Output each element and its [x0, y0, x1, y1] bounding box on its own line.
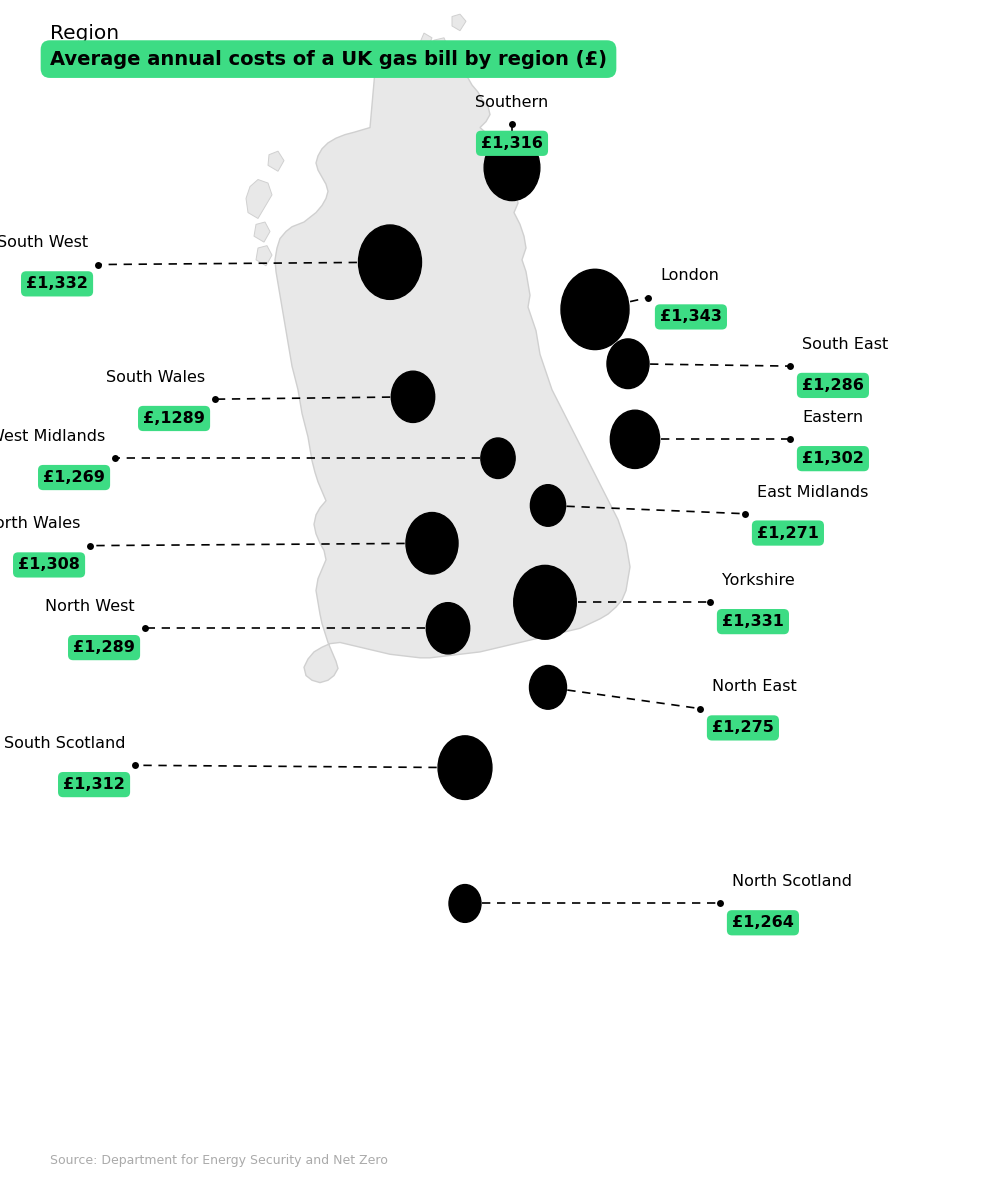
Circle shape: [610, 410, 660, 469]
Text: Yorkshire: Yorkshire: [722, 573, 795, 588]
Text: £,1289: £,1289: [143, 411, 205, 426]
Text: Average annual costs of a UK gas bill by region (£): Average annual costs of a UK gas bill by…: [50, 50, 607, 68]
Text: £1,316: £1,316: [481, 136, 543, 151]
Text: Region: Region: [50, 24, 119, 43]
Text: North Scotland: North Scotland: [732, 874, 852, 889]
Circle shape: [530, 484, 566, 527]
Polygon shape: [452, 14, 466, 31]
Circle shape: [607, 339, 649, 389]
Circle shape: [514, 566, 576, 639]
Polygon shape: [256, 246, 272, 266]
Text: Eastern: Eastern: [802, 410, 863, 425]
Text: £1,264: £1,264: [732, 915, 794, 931]
Text: North East: North East: [712, 679, 797, 694]
Text: South East: South East: [802, 337, 888, 352]
Circle shape: [484, 135, 540, 201]
Text: £1,302: £1,302: [802, 451, 864, 466]
Polygon shape: [420, 33, 432, 47]
Circle shape: [449, 885, 481, 922]
Circle shape: [438, 736, 492, 800]
Text: £1,271: £1,271: [757, 526, 819, 541]
Text: £1,275: £1,275: [712, 720, 774, 736]
Text: £1,269: £1,269: [43, 470, 105, 485]
Circle shape: [426, 602, 470, 654]
Text: £1,286: £1,286: [802, 378, 864, 393]
Text: £1,289: £1,289: [73, 640, 135, 655]
Polygon shape: [254, 222, 270, 242]
Text: Merseyside & North Wales: Merseyside & North Wales: [0, 516, 80, 531]
Circle shape: [481, 438, 515, 478]
Text: North West: North West: [45, 599, 135, 614]
Text: Southern: Southern: [475, 94, 549, 110]
Polygon shape: [430, 38, 448, 54]
Text: £1,308: £1,308: [18, 557, 80, 573]
Polygon shape: [275, 59, 630, 683]
Circle shape: [561, 269, 629, 350]
Text: South Scotland: South Scotland: [4, 736, 125, 751]
Polygon shape: [246, 180, 272, 218]
Circle shape: [391, 371, 435, 423]
Polygon shape: [268, 151, 284, 171]
Text: Source: Department for Energy Security and Net Zero: Source: Department for Energy Security a…: [50, 1154, 388, 1167]
Text: West Midlands: West Midlands: [0, 429, 105, 444]
Text: £1,343: £1,343: [660, 309, 722, 325]
Text: South West: South West: [0, 235, 88, 250]
Text: London: London: [660, 268, 719, 283]
Text: £1,312: £1,312: [63, 777, 125, 792]
Text: £1,331: £1,331: [722, 614, 784, 629]
Text: £1,332: £1,332: [26, 276, 88, 292]
Text: South Wales: South Wales: [106, 370, 205, 385]
Circle shape: [359, 226, 421, 299]
Circle shape: [529, 665, 567, 710]
Circle shape: [406, 513, 458, 574]
Text: East Midlands: East Midlands: [757, 484, 868, 500]
